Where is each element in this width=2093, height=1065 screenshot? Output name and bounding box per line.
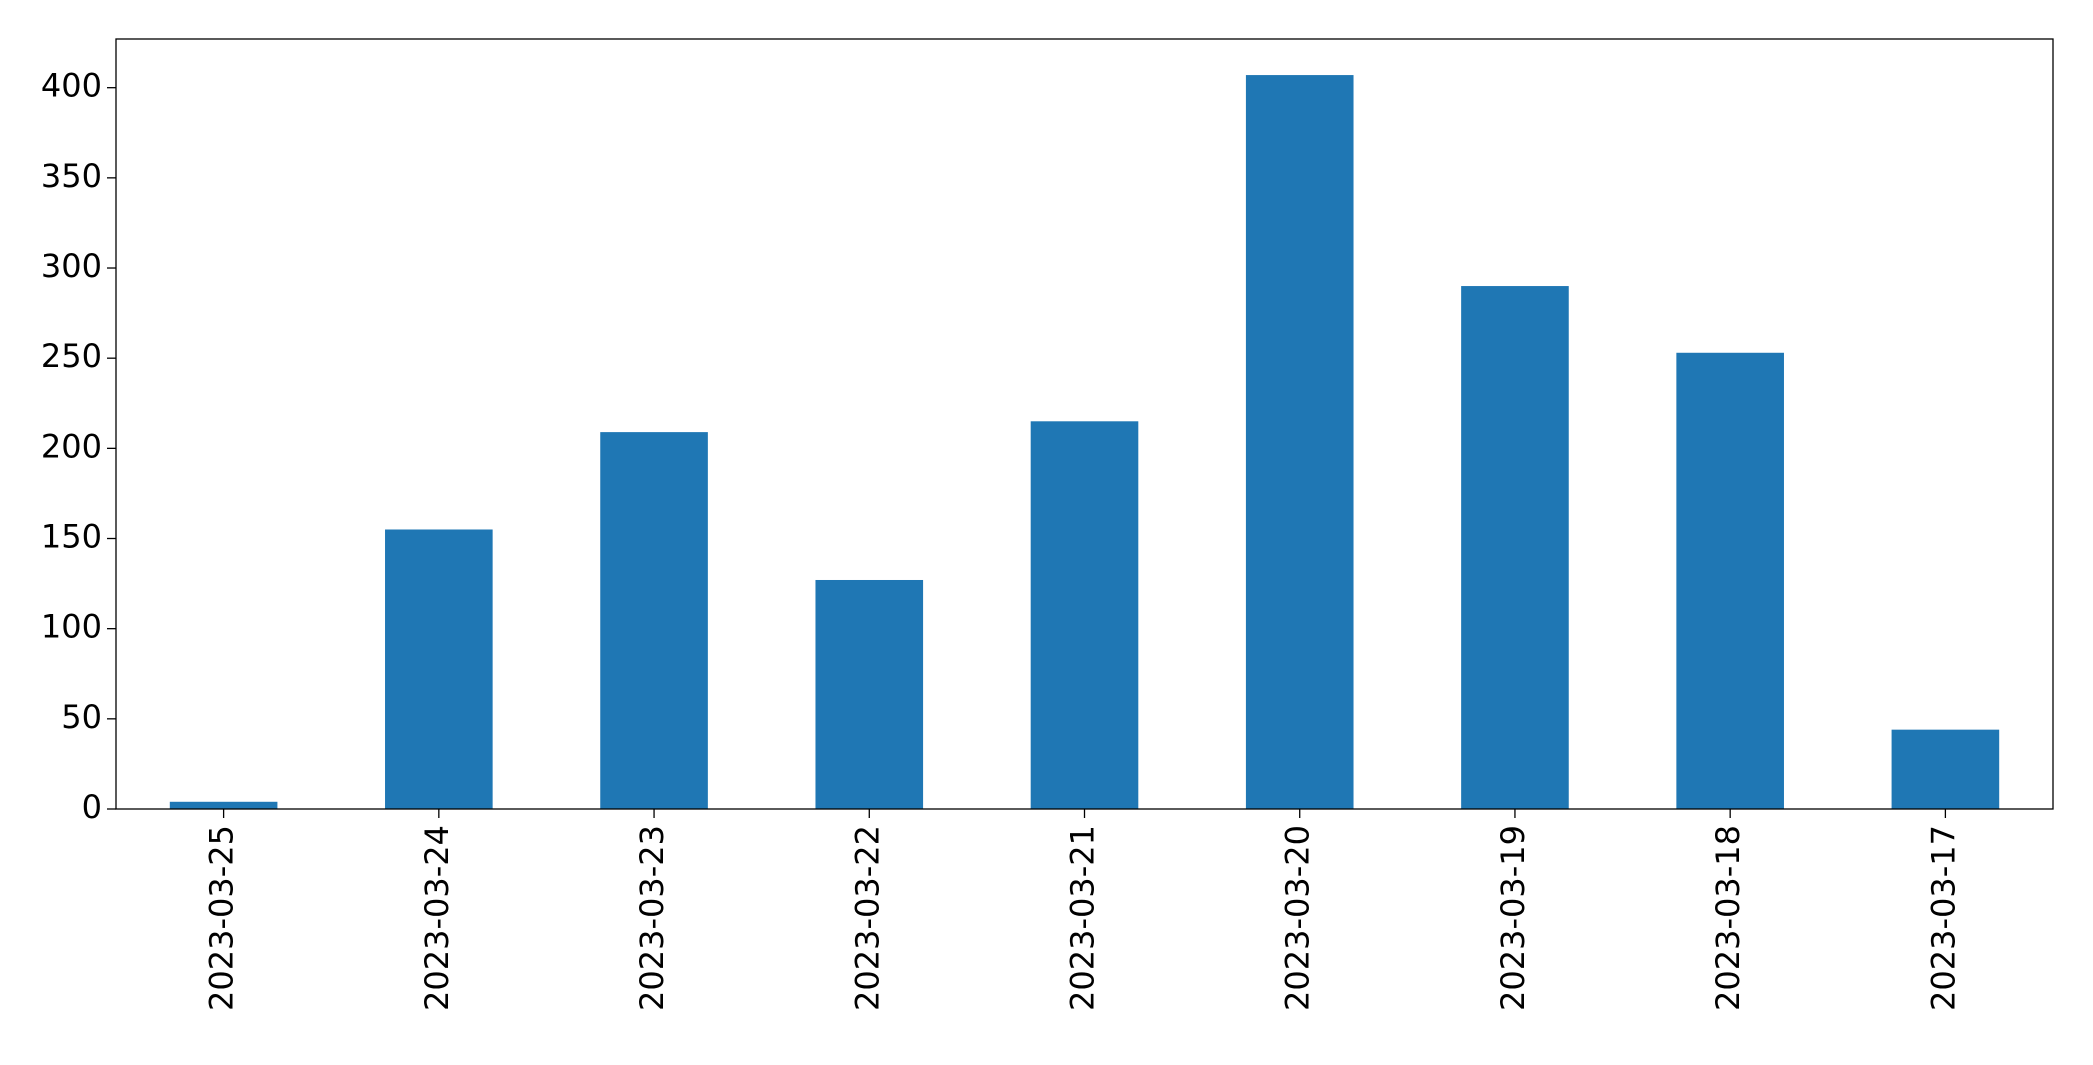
x-tick-label: 2023-03-21 <box>1064 825 1102 1011</box>
x-tick-label: 2023-03-23 <box>633 825 671 1011</box>
bar <box>385 529 493 809</box>
y-tick-label: 250 <box>41 337 102 375</box>
bar <box>169 801 278 809</box>
bar <box>600 432 708 809</box>
y-tick-label: 300 <box>41 247 102 285</box>
bar <box>1676 352 1784 809</box>
x-tick-label: 2023-03-19 <box>1494 825 1532 1011</box>
x-tick-label: 2023-03-22 <box>848 825 886 1011</box>
y-tick-label: 400 <box>41 67 102 105</box>
bar <box>815 579 924 809</box>
y-tick-label: 50 <box>61 698 102 736</box>
x-tick-label: 2023-03-20 <box>1279 825 1317 1011</box>
y-tick-label: 150 <box>41 518 102 556</box>
bar <box>1891 729 2000 809</box>
x-tick-label: 2023-03-24 <box>418 825 456 1011</box>
y-tick-label: 350 <box>41 157 102 195</box>
y-tick-label: 200 <box>41 427 102 465</box>
bar <box>1030 421 1139 809</box>
bar <box>1461 286 1569 809</box>
bar <box>1245 75 1354 810</box>
x-tick-label: 2023-03-18 <box>1709 825 1747 1011</box>
y-tick-label: 0 <box>82 788 102 826</box>
plot-frame <box>115 38 2054 810</box>
x-tick-label: 2023-03-17 <box>1924 825 1962 1011</box>
y-tick-label: 100 <box>41 608 102 646</box>
x-tick-label: 2023-03-25 <box>203 825 241 1011</box>
